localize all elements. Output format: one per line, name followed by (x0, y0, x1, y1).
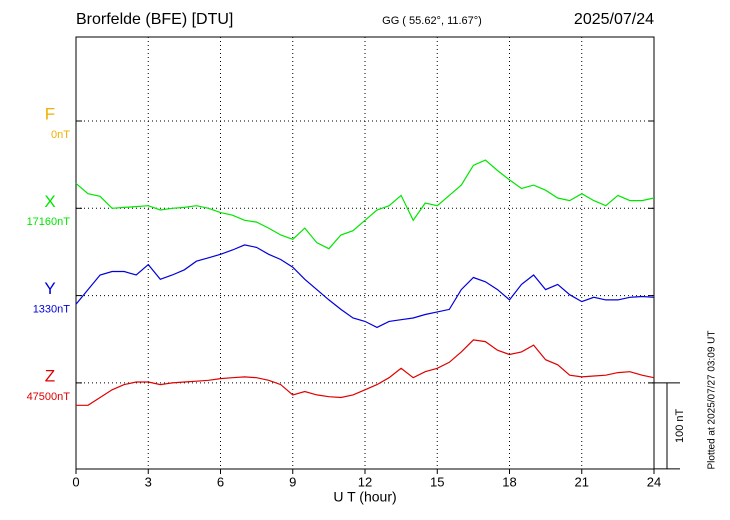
chart-subtitle: GG ( 55.62°, 11.67°) (382, 15, 482, 27)
x-tick-label: 3 (145, 474, 152, 489)
baseline-label: 47500nT (27, 391, 71, 403)
series-line (75, 244, 655, 329)
x-tick-label: 15 (430, 474, 444, 489)
legend-label: X (44, 192, 55, 211)
x-tick-label: 18 (502, 474, 516, 489)
x-tick-label: 21 (575, 474, 589, 489)
footnote: Plotted at 2025/07/27 03:09 UT (707, 331, 718, 470)
baseline-label: 0nT (51, 129, 70, 141)
legend-label: Z (45, 366, 55, 385)
chart-title: Brorfelde (BFE) [DTU] (76, 11, 233, 28)
x-tick-label: 12 (358, 474, 372, 489)
legend-label: Y (44, 279, 55, 298)
legend-label: F (45, 104, 55, 123)
x-tick-label: 0 (72, 474, 79, 489)
baseline-label: 17160nT (27, 216, 71, 228)
x-axis-label: U T (hour) (333, 489, 396, 505)
x-tick-label: 9 (289, 474, 296, 489)
x-tick-label: 6 (217, 474, 224, 489)
series-line (75, 159, 655, 250)
series-line (76, 339, 655, 406)
chart-date: 2025/07/24 (574, 11, 654, 28)
x-tick-label: 24 (647, 474, 661, 489)
baseline-label: 1330nT (33, 304, 71, 316)
scale-label: 100 nT (674, 408, 686, 443)
